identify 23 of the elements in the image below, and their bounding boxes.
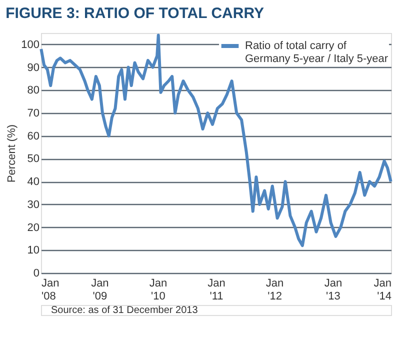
x-tick-label: Jan '14 <box>374 278 392 302</box>
y-tick-label: 50 <box>27 153 40 166</box>
y-tick-label: 20 <box>27 222 40 234</box>
source-note: Source: as of 31 December 2013 <box>51 305 198 316</box>
y-tick-label: 40 <box>27 176 40 188</box>
x-tick-label: Jan '10 <box>149 278 168 302</box>
legend-label: Ratio of total carry of Germany 5-year / Italy 5-year <box>245 40 388 65</box>
y-tick-label: 90 <box>27 62 40 74</box>
line-series <box>40 34 392 248</box>
x-tick-label: Jan '09 <box>91 278 109 302</box>
y-tick-label: 100 <box>21 38 40 51</box>
y-tick-label: 60 <box>27 130 40 142</box>
y-axis-title: Percent (%) <box>6 124 18 183</box>
y-tick-label: 30 <box>27 198 40 211</box>
x-tick-label: Jan '13 <box>324 278 342 302</box>
y-tick-label: 0 <box>33 268 40 280</box>
x-tick-label: Jan '12 <box>266 278 284 302</box>
y-tick-label: 10 <box>27 244 40 257</box>
chart-title: FIGURE 3: RATIO OF TOTAL CARRY <box>6 5 264 22</box>
y-tick-label: 70 <box>27 108 40 120</box>
x-tick-label: Jan '11 <box>208 278 226 302</box>
x-tick-label: Jan '08 <box>42 278 60 302</box>
y-tick-label: 80 <box>27 84 40 97</box>
